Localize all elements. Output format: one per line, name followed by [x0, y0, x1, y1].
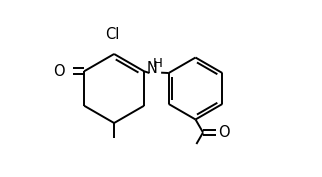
Text: O: O [218, 125, 229, 140]
Text: O: O [53, 64, 65, 79]
Text: Cl: Cl [105, 27, 119, 42]
Text: H: H [153, 57, 163, 70]
Text: N: N [147, 61, 157, 76]
